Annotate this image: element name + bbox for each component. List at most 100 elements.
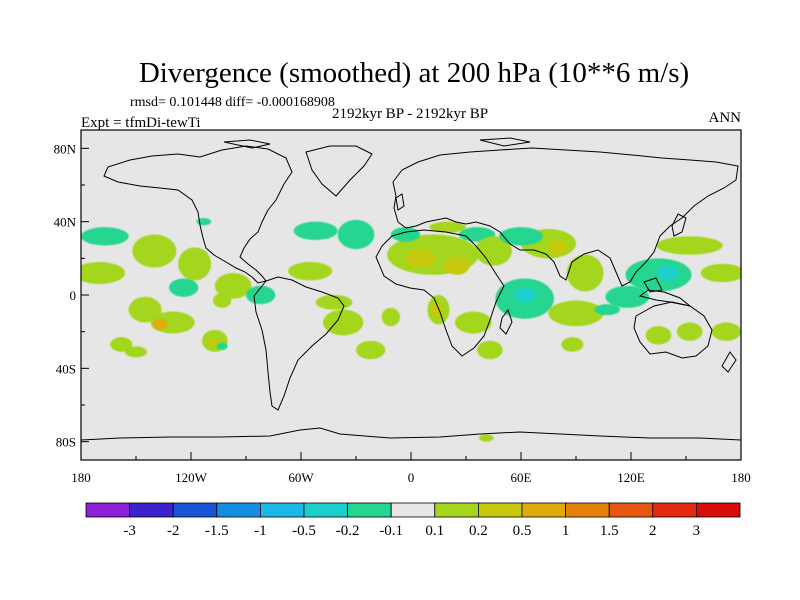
contour-region — [81, 227, 129, 246]
colorbar-swatch — [608, 502, 654, 518]
y-tick-label: 40S — [56, 361, 76, 376]
contour-region — [676, 322, 703, 341]
contour-region — [125, 346, 147, 358]
colorbar-swatch — [696, 502, 741, 518]
colorbar-swatch — [129, 502, 174, 518]
colorbar-swatch — [347, 502, 392, 518]
coastline-south-america — [253, 276, 345, 411]
colorbar-swatch — [521, 502, 566, 518]
contour-region — [499, 227, 543, 246]
contour-region — [656, 236, 723, 255]
contour-region — [356, 340, 386, 360]
coastline-greenland — [305, 145, 373, 197]
colorbar: -3 -2 -1.5 -1 -0.5 -0.2 -0.1 0.1 0.2 0.5 1 1.5 2 3 — [85, 502, 741, 539]
x-tick-label: 60E — [511, 470, 532, 485]
coastline-indonesia — [638, 289, 691, 307]
contour-fill-layer — [81, 218, 741, 442]
contour-region — [132, 234, 177, 268]
x-tick-label: 0 — [408, 470, 415, 485]
colorbar-label: 1 — [562, 523, 570, 539]
y-tick-label: 80N — [54, 141, 77, 156]
contour-region — [178, 247, 212, 281]
contour-region — [128, 296, 162, 323]
colorbar-swatch — [434, 502, 479, 518]
contour-region — [477, 340, 503, 360]
x-tick-label: 120W — [175, 470, 208, 485]
contour-region — [381, 307, 401, 327]
contour-region — [152, 318, 168, 330]
x-tick-label: 180 — [71, 470, 91, 485]
colorbar-label: -0.2 — [336, 523, 360, 539]
x-tick-label: 60W — [288, 470, 314, 485]
contour-region — [711, 322, 741, 341]
contour-region — [548, 240, 567, 255]
contour-region — [315, 295, 353, 310]
colorbar-label: -3 — [123, 523, 136, 539]
season-label: ANN — [709, 110, 742, 126]
colorbar-swatch — [565, 502, 610, 518]
y-tick-label: 80S — [56, 435, 76, 450]
coastline-africa — [375, 229, 505, 357]
contour-region — [700, 263, 741, 283]
colorbar-label: 1.5 — [600, 523, 619, 539]
colorbar-label: 0.1 — [425, 523, 444, 539]
colorbar-label: -2 — [167, 523, 180, 539]
contour-region — [478, 434, 494, 442]
contour-region — [207, 339, 219, 347]
contour-region — [513, 287, 536, 303]
stats-label: rmsd= 0.101448 diff= -0.000168908 — [130, 95, 335, 110]
colorbar-label: -1 — [254, 523, 267, 539]
coastline-new-zealand — [721, 351, 737, 373]
contour-region — [605, 285, 650, 308]
coastline-antarctica — [81, 427, 741, 441]
coastline-eurasia — [392, 147, 739, 287]
contour-region — [323, 309, 364, 336]
y-tick-label: 0 — [70, 288, 77, 303]
y-tick-label: 40N — [54, 215, 77, 230]
contour-region — [594, 304, 621, 316]
x-axis: 180 120W 60W 0 60E 120E 180 — [71, 452, 751, 485]
contour-region — [337, 219, 375, 250]
colorbar-label: 0.2 — [469, 523, 488, 539]
contour-region — [548, 300, 604, 327]
colorbar-label: -0.5 — [292, 523, 316, 539]
x-tick-label: 180 — [731, 470, 751, 485]
chart-subtitle: 2192kyr BP - 2192kyr BP — [332, 106, 488, 122]
contour-region — [429, 221, 466, 233]
colorbar-swatch — [303, 502, 348, 518]
coastline-arctic-islands — [223, 137, 531, 149]
colorbar-swatch — [85, 502, 130, 518]
contour-region — [475, 236, 512, 266]
contour-region — [293, 221, 338, 240]
contour-region — [390, 227, 421, 242]
contour-region — [444, 256, 470, 275]
contour-region — [431, 302, 443, 317]
contour-region — [81, 262, 125, 284]
contour-region — [656, 265, 679, 281]
chart-title: Divergence (smoothed) at 200 hPa (10**6 … — [139, 57, 689, 89]
contour-region — [169, 278, 199, 297]
colorbar-label: -1.5 — [205, 523, 229, 539]
contour-region — [561, 337, 584, 352]
colorbar-label: 2 — [649, 523, 657, 539]
experiment-label: Expt = tfmDi-tewTi — [81, 115, 201, 131]
coastline-madagascar — [499, 308, 513, 335]
coastline-borneo — [643, 277, 663, 293]
contour-region — [214, 273, 252, 299]
colorbar-swatch — [652, 502, 697, 518]
y-axis: 80N 40N 0 40S 80S — [54, 141, 89, 450]
coastlines — [81, 137, 741, 441]
colorbar-swatch — [477, 502, 523, 518]
contour-region — [110, 337, 133, 352]
contour-region — [645, 326, 672, 345]
contour-region — [566, 254, 604, 292]
contour-region — [405, 249, 435, 268]
coastline-north-america — [103, 145, 293, 284]
colorbar-label: -0.1 — [379, 523, 403, 539]
contour-region — [216, 342, 228, 351]
coastline-japan — [671, 213, 687, 237]
colorbar-swatch — [172, 502, 218, 518]
contour-region — [245, 285, 276, 305]
contour-region — [455, 311, 492, 334]
x-tick-label: 120E — [617, 470, 645, 485]
